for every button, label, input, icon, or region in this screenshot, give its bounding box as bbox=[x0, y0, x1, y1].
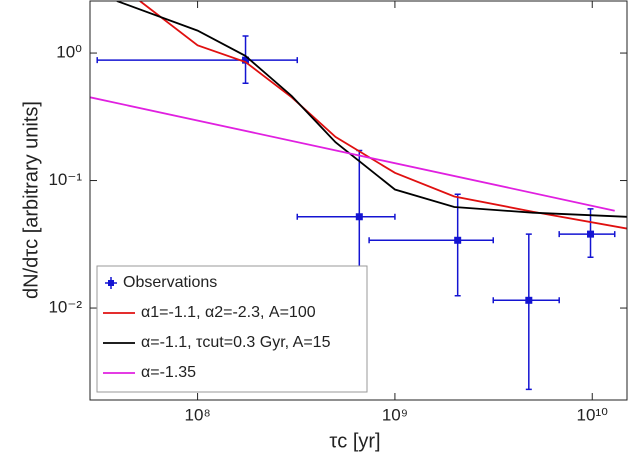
model-line bbox=[90, 96, 615, 212]
legend-label: Observations bbox=[123, 274, 217, 291]
legend-label: α=-1.1, τcut=0.3 Gyr, A=15 bbox=[141, 334, 331, 351]
axes-frame bbox=[89, 0, 628, 401]
x-error-bar bbox=[296, 213, 396, 220]
data-point bbox=[454, 236, 462, 244]
legend-label: α=-1.35 bbox=[141, 364, 196, 381]
x-tick-label: 10⁹ bbox=[382, 405, 408, 424]
x-tick-label: 10¹⁰ bbox=[577, 405, 609, 424]
x-tick-label: 10⁸ bbox=[185, 405, 211, 424]
legend-label: α1=-1.1, α2=-2.3, A=100 bbox=[141, 304, 316, 321]
model-line bbox=[139, 1, 627, 230]
data-point bbox=[525, 296, 533, 304]
axes: 10⁸ 10⁹ 10¹⁰ 10⁻² 10⁻¹ 10⁰ Observations α1=-1.1… bbox=[48, 0, 628, 424]
model-line bbox=[116, 1, 627, 218]
y-tick-label: 10⁰ bbox=[56, 43, 82, 62]
x-error-bar bbox=[96, 57, 299, 64]
data-point bbox=[242, 56, 250, 64]
y-error-bar bbox=[525, 233, 532, 391]
y-axis-label: dN/dτc [arbitrary units] bbox=[20, 101, 42, 299]
data-point bbox=[355, 213, 363, 221]
y-tick-label: 10⁻² bbox=[48, 298, 82, 317]
x-axis-label: τc [yr] bbox=[329, 430, 380, 452]
y-error-bar bbox=[454, 193, 461, 297]
y-tick-label: 10⁻¹ bbox=[48, 170, 82, 189]
x-error-bar bbox=[558, 231, 616, 238]
legend-swatch bbox=[108, 280, 114, 286]
x-error-bar bbox=[368, 237, 494, 244]
legend-box bbox=[96, 265, 368, 393]
data-point bbox=[587, 230, 595, 238]
